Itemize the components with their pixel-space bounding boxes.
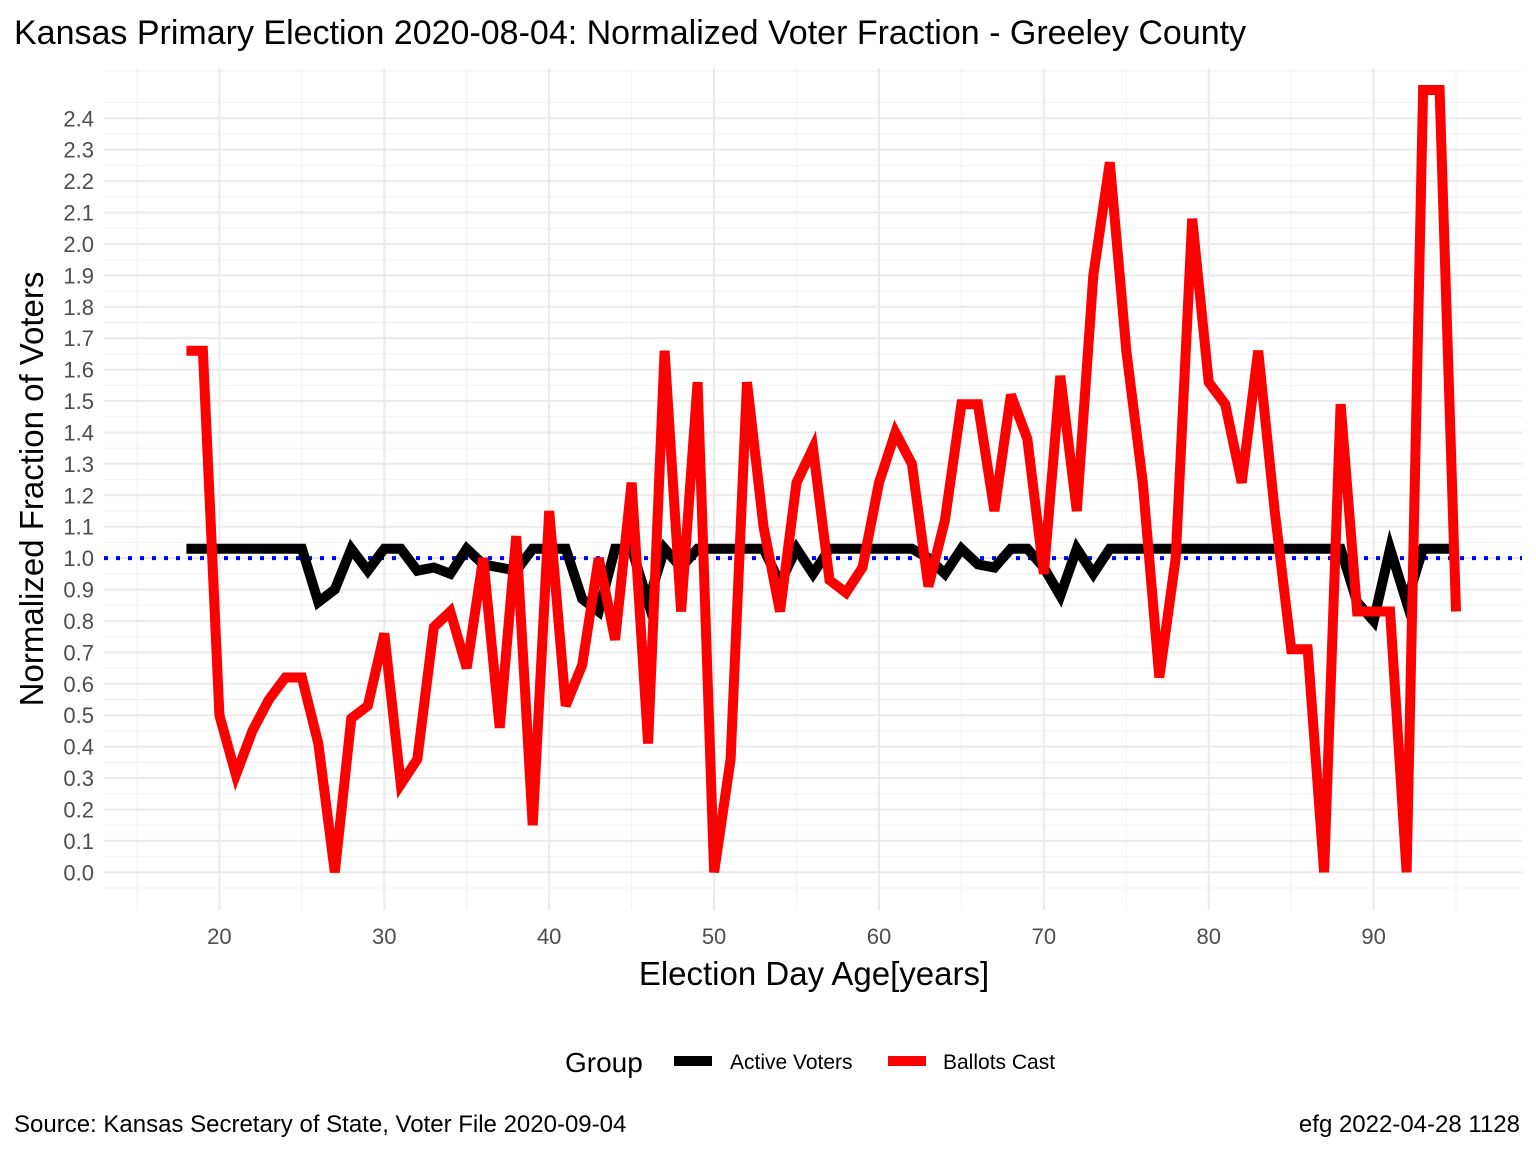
y-tick-label: 1.8 bbox=[63, 295, 94, 320]
y-tick-label: 1.3 bbox=[63, 452, 94, 477]
y-tick-label: 2.4 bbox=[63, 106, 94, 131]
x-tick-label: 60 bbox=[867, 924, 891, 949]
y-tick-label: 0.2 bbox=[63, 797, 94, 822]
x-tick-label: 90 bbox=[1361, 924, 1385, 949]
y-tick-label: 1.5 bbox=[63, 389, 94, 414]
y-tick-label: 2.0 bbox=[63, 232, 94, 257]
legend: Group Active Voters Ballots Cast bbox=[565, 1047, 1055, 1078]
legend-title: Group bbox=[565, 1047, 643, 1078]
x-tick-label: 40 bbox=[537, 924, 561, 949]
series-layer bbox=[186, 85, 1461, 874]
source-caption: Source: Kansas Secretary of State, Voter… bbox=[14, 1111, 626, 1138]
major-gridlines bbox=[104, 68, 1522, 910]
series-line-active-voters bbox=[186, 529, 1456, 632]
chart-title: Kansas Primary Election 2020-08-04: Norm… bbox=[14, 14, 1246, 52]
y-tick-label: 1.9 bbox=[63, 263, 94, 288]
y-tick-label: 0.3 bbox=[63, 766, 94, 791]
x-tick-label: 30 bbox=[372, 924, 396, 949]
credit-caption: efg 2022-04-28 1128 bbox=[1299, 1111, 1520, 1138]
x-tick-label: 20 bbox=[207, 924, 231, 949]
y-axis-ticks: 0.0 0.1 0.2 0.3 0.4 0.5 0.6 0.7 0.8 0.9 1.0 1.1 1.2 1… bbox=[63, 106, 94, 885]
y-tick-label: 1.6 bbox=[63, 358, 94, 383]
y-tick-label: 0.5 bbox=[63, 703, 94, 728]
y-tick-label: 1.2 bbox=[63, 483, 94, 508]
x-tick-label: 50 bbox=[702, 924, 726, 949]
x-axis-title: Election Day Age[years] bbox=[639, 955, 989, 992]
y-tick-label: 0.1 bbox=[63, 829, 94, 854]
y-tick-label: 0.9 bbox=[63, 578, 94, 603]
y-tick-label: 0.8 bbox=[63, 609, 94, 634]
y-tick-label: 2.3 bbox=[63, 138, 94, 163]
y-tick-label: 1.4 bbox=[63, 420, 94, 445]
legend-label-active-voters: Active Voters bbox=[730, 1051, 853, 1074]
y-tick-label: 1.0 bbox=[63, 546, 94, 571]
y-tick-label: 1.7 bbox=[63, 326, 94, 351]
minor-gridlines bbox=[104, 68, 1522, 910]
x-axis-ticks: 20 30 40 50 60 70 80 90 bbox=[207, 924, 1386, 949]
y-tick-label: 0.0 bbox=[63, 860, 94, 885]
y-tick-label: 2.1 bbox=[63, 201, 94, 226]
y-tick-label: 1.1 bbox=[63, 515, 94, 540]
y-tick-label: 0.4 bbox=[63, 735, 94, 760]
x-tick-label: 80 bbox=[1196, 924, 1220, 949]
y-tick-label: 2.2 bbox=[63, 169, 94, 194]
y-axis-title: Normalized Fraction of Voters bbox=[13, 272, 50, 707]
x-tick-label: 70 bbox=[1032, 924, 1056, 949]
y-tick-label: 0.6 bbox=[63, 672, 94, 697]
series-line-ballots-cast bbox=[186, 85, 1461, 874]
y-tick-label: 0.7 bbox=[63, 640, 94, 665]
legend-label-ballots-cast: Ballots Cast bbox=[943, 1051, 1055, 1074]
